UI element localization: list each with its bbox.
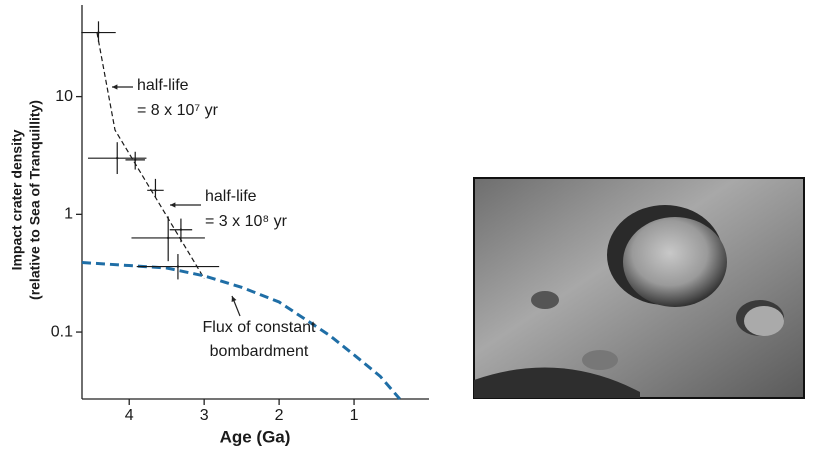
arrow-head bbox=[170, 202, 176, 208]
y-tick-label: 10 bbox=[55, 88, 73, 105]
data-point bbox=[97, 31, 100, 34]
y-tick-label: 0.1 bbox=[51, 323, 73, 340]
annotation: = 8 x 10⁷ yr bbox=[137, 102, 219, 119]
data-point bbox=[134, 158, 137, 162]
data-point bbox=[166, 236, 170, 240]
annotation: half-life bbox=[205, 188, 257, 205]
data-point bbox=[154, 189, 157, 192]
x-tick-label: 4 bbox=[125, 407, 134, 424]
arrow-head bbox=[231, 296, 237, 302]
y-tick-label: 1 bbox=[64, 206, 73, 223]
annotation: half-life bbox=[137, 77, 189, 94]
y-axis-label: (relative to Sea of Tranquillity) bbox=[27, 100, 43, 300]
annotation: bombardment bbox=[210, 343, 309, 360]
annotation: = 3 x 10⁸ yr bbox=[205, 213, 288, 230]
x-tick-label: 3 bbox=[200, 407, 209, 424]
x-axis-label: Age (Ga) bbox=[220, 427, 291, 446]
flux-curve bbox=[81, 261, 401, 400]
annotation: Flux of constant bbox=[203, 319, 317, 336]
data-point bbox=[179, 228, 183, 231]
fit-line bbox=[96, 32, 205, 279]
data-point bbox=[116, 156, 119, 160]
data-point bbox=[176, 265, 180, 268]
arrow-head bbox=[112, 84, 118, 90]
x-tick-label: 1 bbox=[350, 407, 359, 424]
y-axis-label: Impact crater density bbox=[9, 129, 25, 270]
x-tick-label: 2 bbox=[275, 407, 284, 424]
moon-photo bbox=[473, 177, 805, 399]
